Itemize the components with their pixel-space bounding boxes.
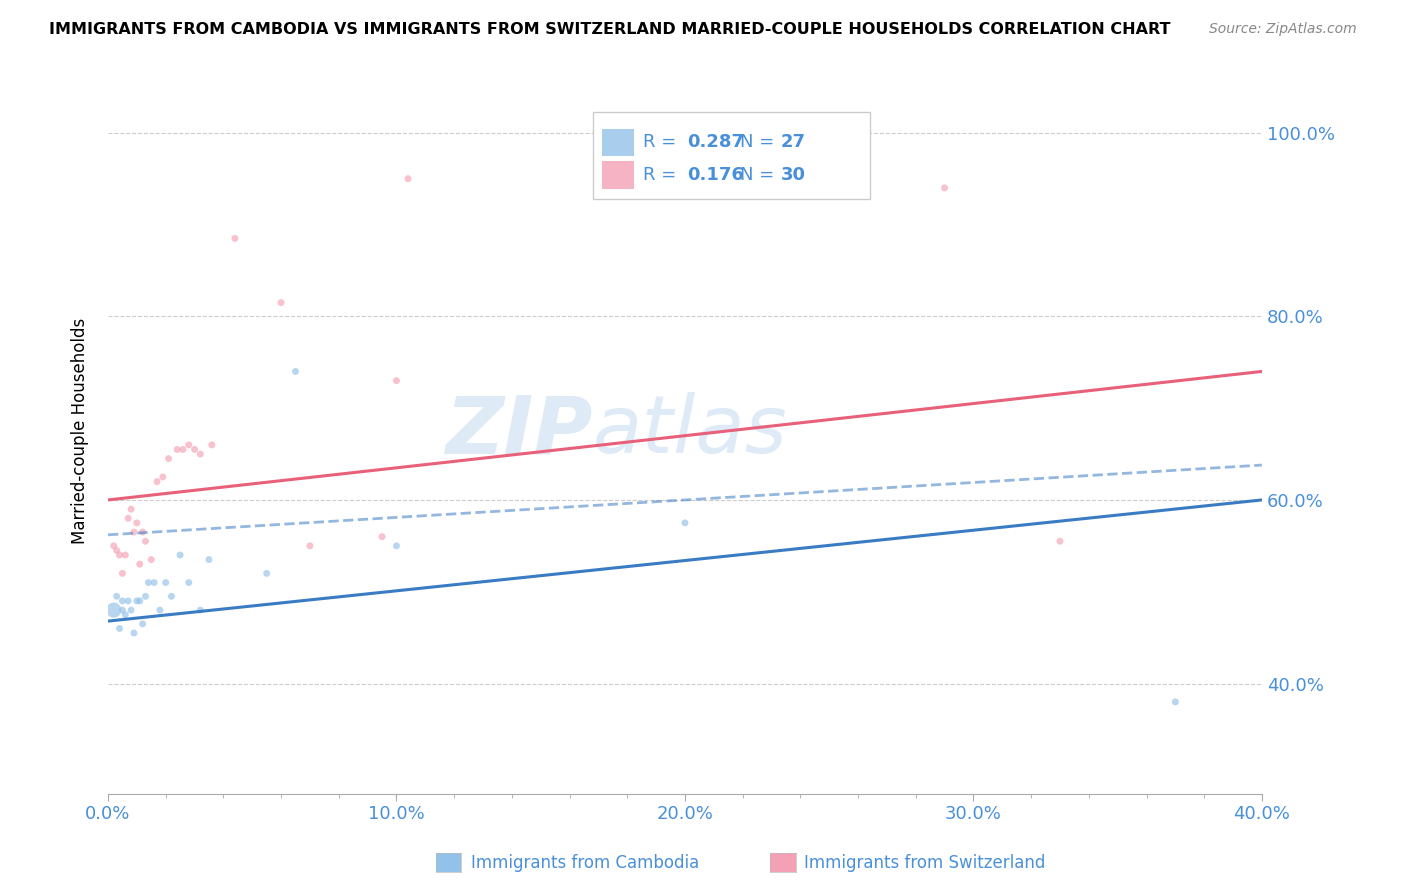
Point — [143, 575, 166, 590]
Point — [188, 447, 211, 461]
Point — [169, 548, 191, 562]
Point — [177, 438, 200, 452]
Point — [125, 516, 148, 530]
Text: R =: R = — [644, 166, 682, 184]
Text: Immigrants from Cambodia: Immigrants from Cambodia — [471, 854, 699, 871]
Point — [371, 530, 394, 544]
Point — [141, 552, 163, 566]
Point — [114, 548, 136, 562]
Point — [157, 451, 180, 466]
Point — [149, 603, 172, 617]
Point — [103, 603, 125, 617]
Text: atlas: atlas — [593, 392, 787, 470]
Point — [111, 603, 134, 617]
Point — [270, 295, 292, 310]
Point — [111, 594, 134, 608]
Point — [183, 442, 205, 457]
Point — [108, 548, 131, 562]
Point — [1049, 534, 1071, 549]
Text: 0.287: 0.287 — [688, 134, 744, 152]
Text: N =: N = — [741, 134, 780, 152]
Point — [188, 603, 211, 617]
Point — [673, 516, 696, 530]
Text: 30: 30 — [780, 166, 806, 184]
Point — [385, 539, 408, 553]
Point — [131, 524, 153, 539]
Point — [128, 594, 150, 608]
Point — [385, 374, 408, 388]
Point — [1164, 695, 1187, 709]
Text: 27: 27 — [780, 134, 806, 152]
Point — [172, 442, 194, 457]
Text: IMMIGRANTS FROM CAMBODIA VS IMMIGRANTS FROM SWITZERLAND MARRIED-COUPLE HOUSEHOLD: IMMIGRANTS FROM CAMBODIA VS IMMIGRANTS F… — [49, 22, 1171, 37]
Point — [108, 622, 131, 636]
Point — [125, 594, 148, 608]
Point — [117, 594, 139, 608]
Text: Source: ZipAtlas.com: Source: ZipAtlas.com — [1209, 22, 1357, 37]
Point — [111, 566, 134, 581]
Y-axis label: Married-couple Households: Married-couple Households — [72, 318, 89, 544]
Point — [117, 511, 139, 525]
Point — [114, 607, 136, 622]
Bar — [602, 128, 634, 156]
Point — [128, 558, 150, 572]
Point — [155, 575, 177, 590]
Point — [160, 590, 183, 604]
Point — [131, 616, 153, 631]
Point — [298, 539, 321, 553]
Point — [934, 181, 956, 195]
Point — [224, 231, 246, 245]
Point — [396, 171, 419, 186]
Point — [122, 524, 145, 539]
Point — [201, 438, 224, 452]
Point — [256, 566, 278, 581]
Bar — [602, 161, 634, 188]
Point — [120, 603, 142, 617]
Point — [103, 539, 125, 553]
Point — [138, 575, 160, 590]
Point — [166, 442, 188, 457]
Point — [105, 590, 128, 604]
FancyBboxPatch shape — [593, 112, 869, 199]
Text: N =: N = — [741, 166, 780, 184]
Point — [122, 626, 145, 640]
Point — [120, 502, 142, 516]
Point — [105, 543, 128, 558]
Point — [284, 364, 307, 378]
Text: 0.176: 0.176 — [688, 166, 744, 184]
Point — [134, 590, 156, 604]
Point — [134, 534, 156, 549]
Point — [198, 552, 221, 566]
Text: Immigrants from Switzerland: Immigrants from Switzerland — [804, 854, 1046, 871]
Point — [177, 575, 200, 590]
Point — [146, 475, 169, 489]
Text: R =: R = — [644, 134, 682, 152]
Text: ZIP: ZIP — [446, 392, 593, 470]
Point — [152, 470, 174, 484]
